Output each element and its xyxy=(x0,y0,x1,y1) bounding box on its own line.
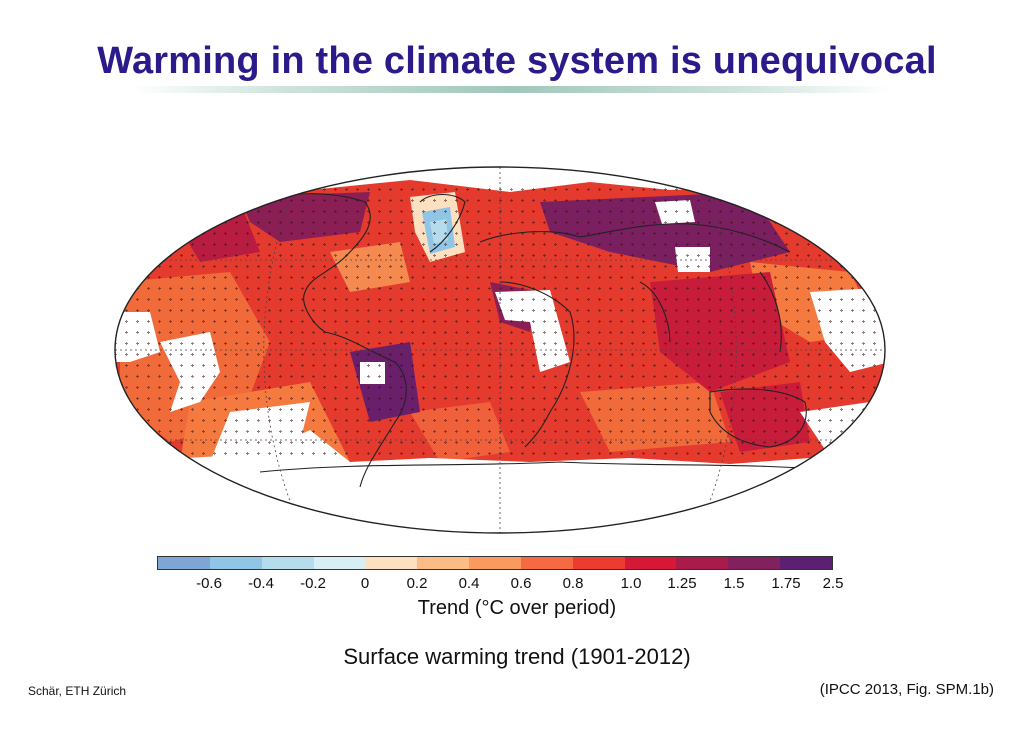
colorbar xyxy=(157,556,833,570)
colorbar-label: Trend (°C over period) xyxy=(417,597,617,619)
slide-title: Warming in the climate system is unequiv… xyxy=(97,40,937,82)
colorbar-tick: 0.6 xyxy=(510,575,532,592)
colorbar-tick: 2.5 xyxy=(822,575,844,592)
colorbar-tick: 0.2 xyxy=(406,575,428,592)
colorbar-swatch xyxy=(676,557,729,569)
colorbar-swatch xyxy=(728,557,781,569)
graticule xyxy=(115,167,885,533)
world-map xyxy=(110,162,890,538)
colorbar-swatch xyxy=(417,557,470,569)
colorbar-swatch xyxy=(780,557,832,569)
colorbar-tick: 1.75 xyxy=(771,575,801,592)
colorbar-swatch xyxy=(158,557,210,569)
colorbar-swatch xyxy=(261,557,314,569)
colorbar-swatch xyxy=(365,557,418,569)
colorbar-swatch xyxy=(469,557,521,569)
colorbar-tick: 1.5 xyxy=(723,575,745,592)
colorbar-tick: -0.6 xyxy=(196,575,222,592)
colorbar-swatch xyxy=(520,557,573,569)
colorbar-tick: 0.8 xyxy=(562,575,584,592)
continent-outlines xyxy=(249,193,851,488)
colorbar-swatch xyxy=(572,557,625,569)
colorbar-tick: 0.4 xyxy=(458,575,480,592)
figure-caption: Surface warming trend (1901-2012) xyxy=(343,644,691,669)
map-frame xyxy=(114,166,886,534)
colorbar-tick: 0 xyxy=(360,575,370,592)
author-credit: Schär, ETH Zürich xyxy=(28,684,127,698)
colorbar-tick: 1.0 xyxy=(620,575,642,592)
source-citation: (IPCC 2013, Fig. SPM.1b) xyxy=(819,681,994,698)
colorbar-swatch xyxy=(313,557,366,569)
colorbar-tick: -0.2 xyxy=(300,575,326,592)
colorbar-tick: -0.4 xyxy=(248,575,274,592)
title-underline xyxy=(130,86,890,93)
colorbar-tick: 1.25 xyxy=(667,575,697,592)
colorbar-swatch xyxy=(624,557,677,569)
colorbar-swatch xyxy=(209,557,262,569)
